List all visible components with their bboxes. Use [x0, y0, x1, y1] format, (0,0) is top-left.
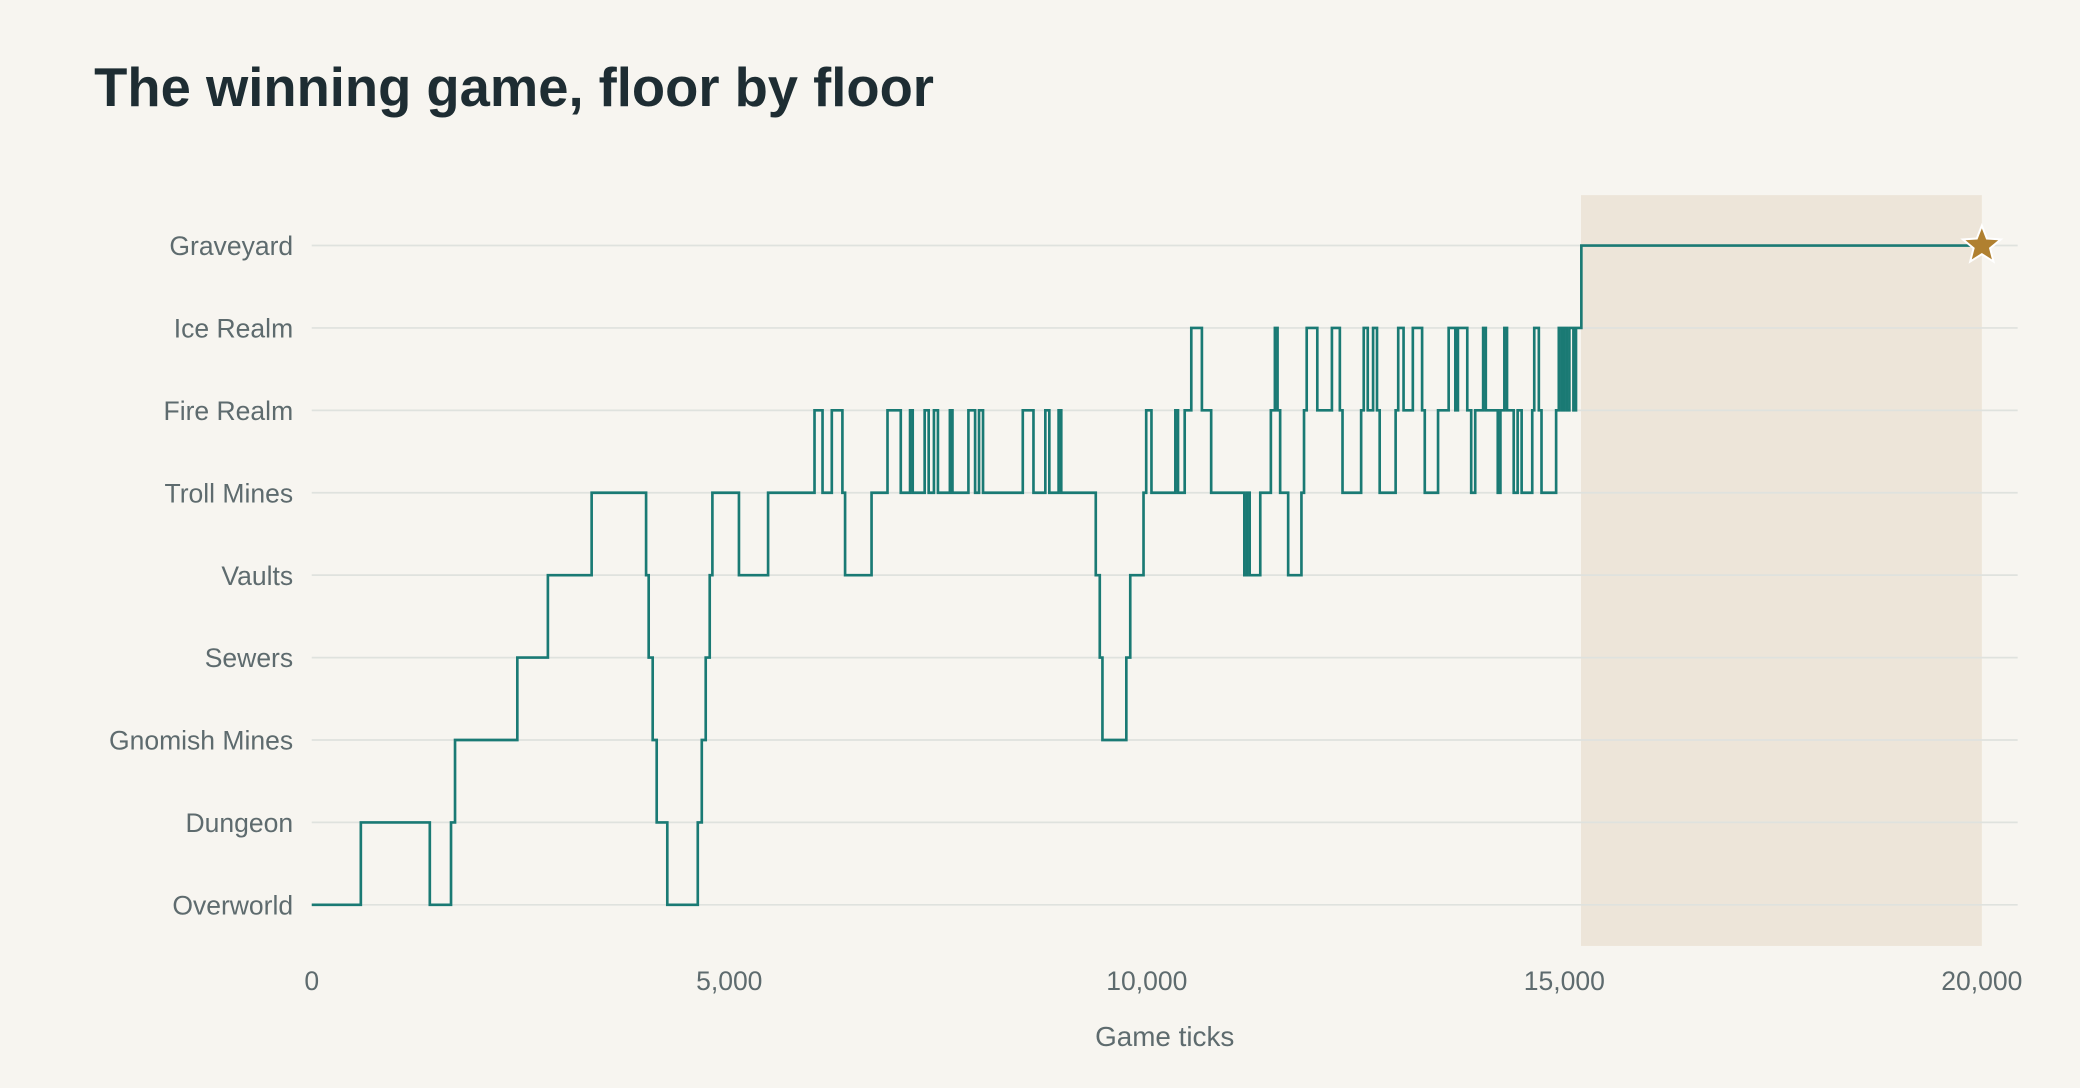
y-tick-label: Ice Realm — [174, 314, 293, 344]
x-axis-label: Game ticks — [1095, 1021, 1234, 1052]
x-tick-label: 5,000 — [696, 966, 762, 996]
x-tick-label: 20,000 — [1941, 966, 2022, 996]
step-line — [311, 244, 1982, 907]
y-tick-label: Troll Mines — [164, 478, 293, 508]
y-tick-label: Dungeon — [186, 808, 294, 838]
y-tick-label: Vaults — [221, 561, 293, 591]
highlight-band — [1581, 195, 1982, 946]
y-tick-label: Sewers — [205, 643, 293, 673]
x-tick-label: 0 — [304, 966, 319, 996]
chart-title: The winning game, floor by floor — [94, 57, 934, 118]
x-tick-label: 10,000 — [1106, 966, 1187, 996]
y-tick-label: Graveyard — [169, 231, 293, 261]
y-tick-label: Gnomish Mines — [109, 726, 293, 756]
y-tick-label: Fire Realm — [164, 396, 294, 426]
y-tick-label: Overworld — [172, 890, 293, 920]
end-marker — [1960, 222, 2004, 264]
x-tick-label: 15,000 — [1524, 966, 1605, 996]
